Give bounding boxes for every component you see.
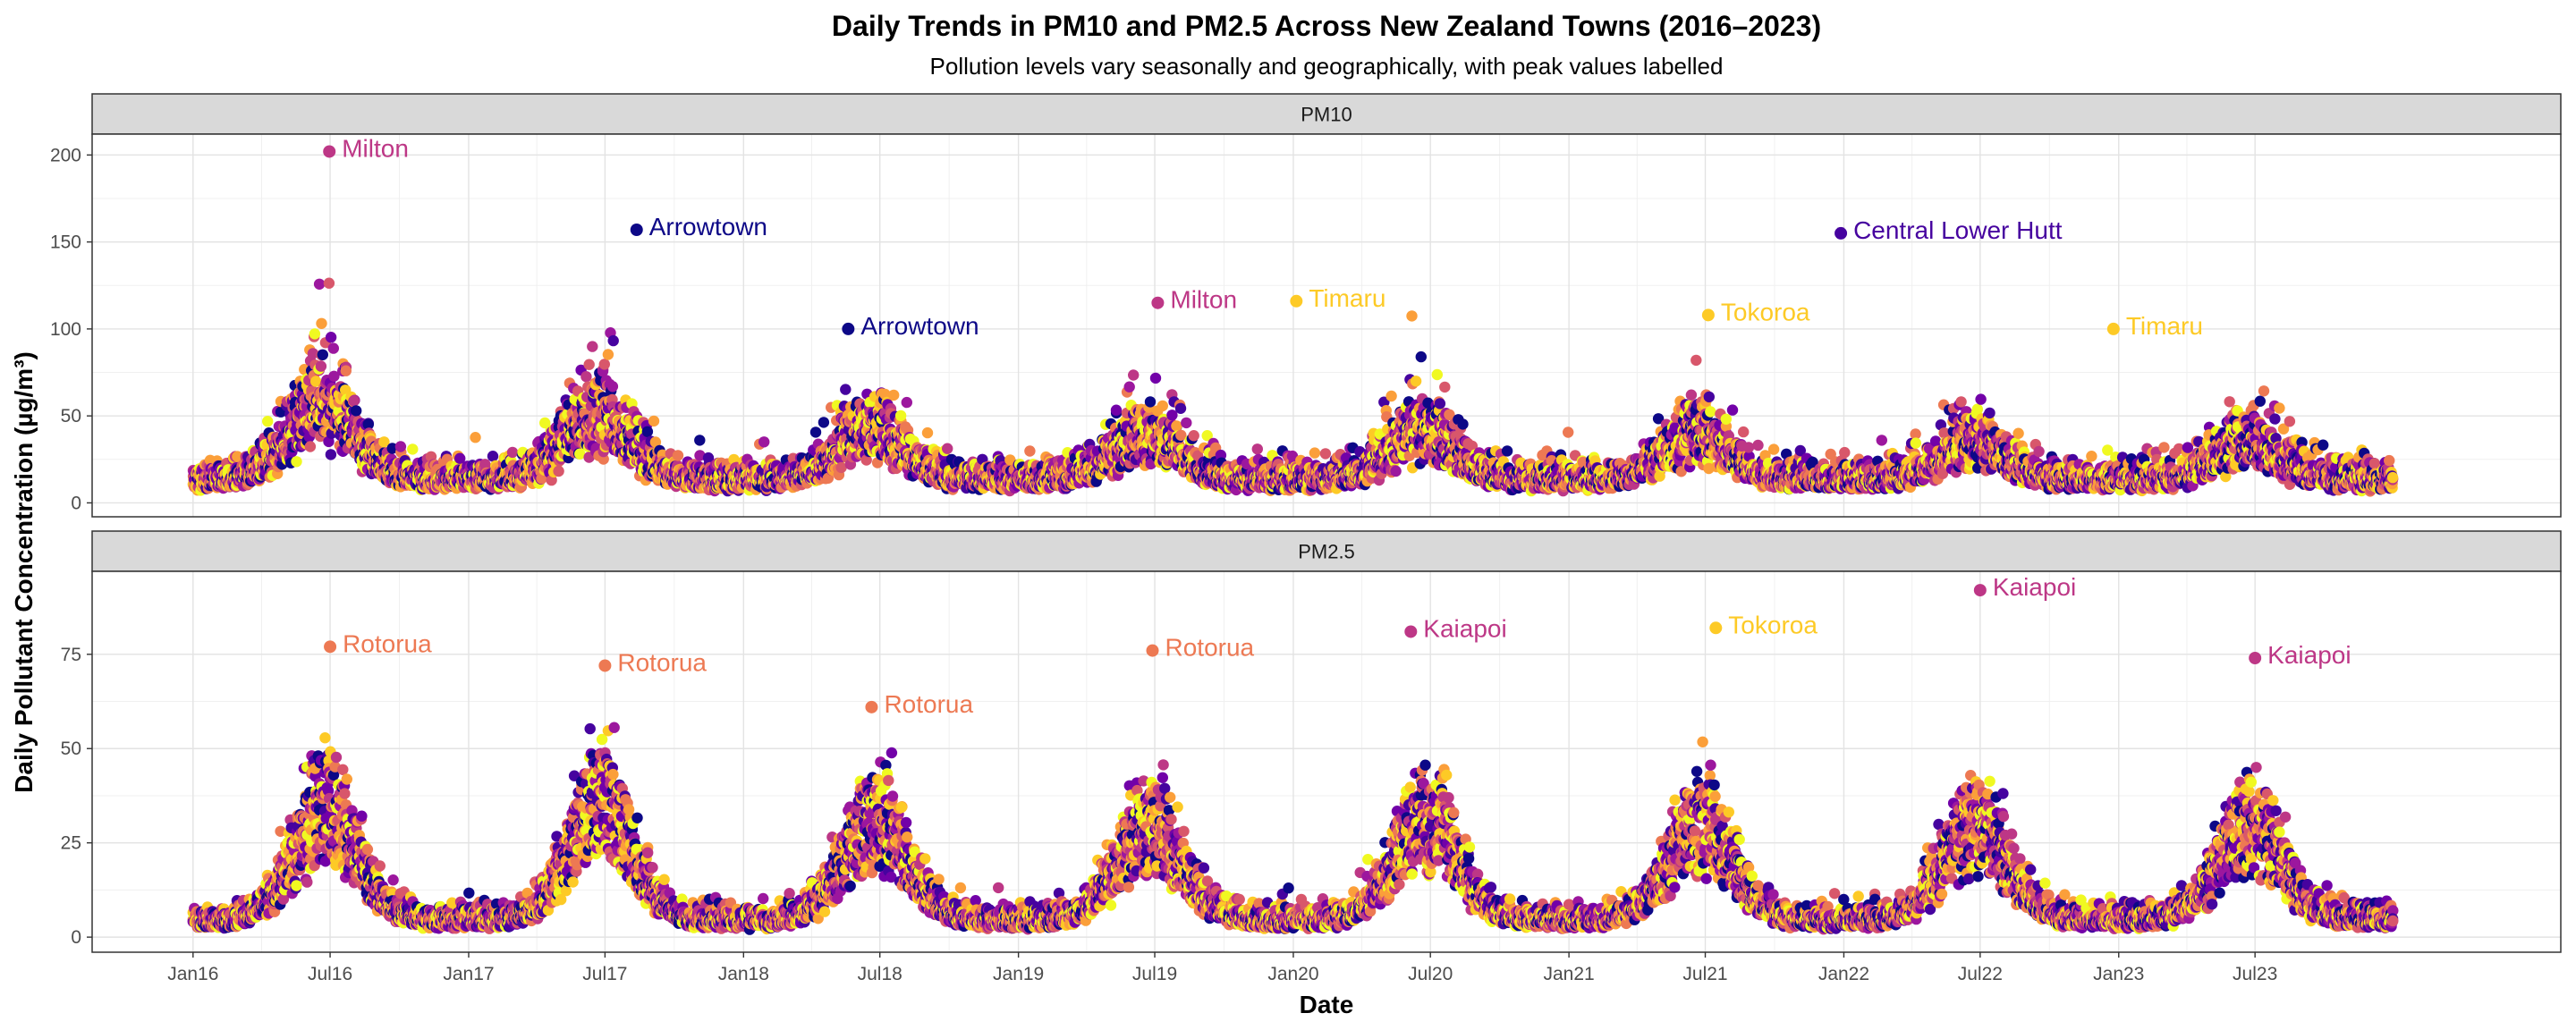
data-point (232, 451, 243, 462)
data-point (340, 365, 352, 376)
facet-strip (91, 93, 2562, 135)
data-point (583, 359, 595, 370)
data-point (672, 450, 684, 461)
data-point (901, 396, 912, 409)
data-point (921, 426, 934, 439)
data-point (325, 332, 337, 343)
data-point (1110, 404, 1123, 416)
data-point (1385, 390, 1397, 402)
data-point (587, 341, 598, 352)
data-point (1251, 443, 1264, 455)
data-point (694, 435, 706, 446)
data-point (1024, 445, 1036, 457)
data-point (1390, 465, 1402, 477)
data-point (1128, 369, 1140, 381)
data-point (487, 451, 499, 462)
data-point (1406, 310, 1418, 322)
data-point (553, 465, 564, 477)
data-point (327, 342, 339, 354)
chart-subtitle: Pollution levels vary seasonally and geo… (930, 53, 1724, 80)
data-point (394, 441, 407, 452)
y-tick-label: 200 (50, 145, 81, 165)
y-axis: 0 50 100 150 200 (50, 145, 92, 513)
data-point (1144, 396, 1157, 408)
y-tick-label: 150 (50, 232, 81, 253)
data-point (942, 443, 953, 454)
data-point (262, 416, 274, 427)
y-tick-label: 100 (50, 319, 81, 340)
data-point (407, 443, 419, 455)
data-point (309, 328, 321, 340)
data-point (317, 349, 328, 360)
data-point (348, 395, 360, 407)
data-point (1149, 372, 1162, 384)
data-point (602, 349, 614, 360)
y-tick-label: 50 (61, 406, 81, 426)
data-point (606, 381, 619, 393)
data-point (840, 384, 852, 395)
facet-strip-label: PM10 (1301, 104, 1352, 126)
data-point (598, 359, 610, 370)
chart-title: Daily Trends in PM10 and PM2.5 Across Ne… (832, 10, 1821, 42)
data-point (1434, 398, 1446, 409)
data-point (325, 449, 337, 460)
data-point (1410, 376, 1422, 387)
data-point (316, 317, 327, 329)
data-point (641, 426, 654, 437)
data-point (1157, 400, 1169, 412)
data-point (1181, 417, 1192, 429)
data-point (894, 409, 907, 422)
data-point (1431, 368, 1444, 381)
gridlines (92, 134, 2561, 517)
data-point (648, 415, 660, 427)
data-point (809, 426, 822, 438)
data-point (1309, 447, 1321, 459)
data-point (1319, 448, 1332, 460)
data-point (304, 441, 317, 452)
data-point (310, 376, 322, 387)
data-point (291, 456, 302, 468)
data-point (758, 436, 770, 448)
data-point (607, 334, 619, 347)
data-point (1188, 430, 1199, 442)
data-point (1415, 350, 1428, 363)
data-point (1174, 402, 1187, 414)
data-point (313, 278, 326, 290)
data-points (187, 277, 2399, 497)
data-point (506, 446, 519, 459)
data-point (351, 405, 362, 417)
data-point (1123, 381, 1135, 393)
data-point (323, 277, 335, 289)
data-point (470, 432, 481, 443)
data-point (307, 348, 319, 359)
data-point (315, 360, 327, 372)
data-point (888, 389, 900, 401)
data-point (818, 417, 830, 428)
data-point (580, 371, 592, 383)
y-tick-label: 0 (71, 493, 81, 513)
